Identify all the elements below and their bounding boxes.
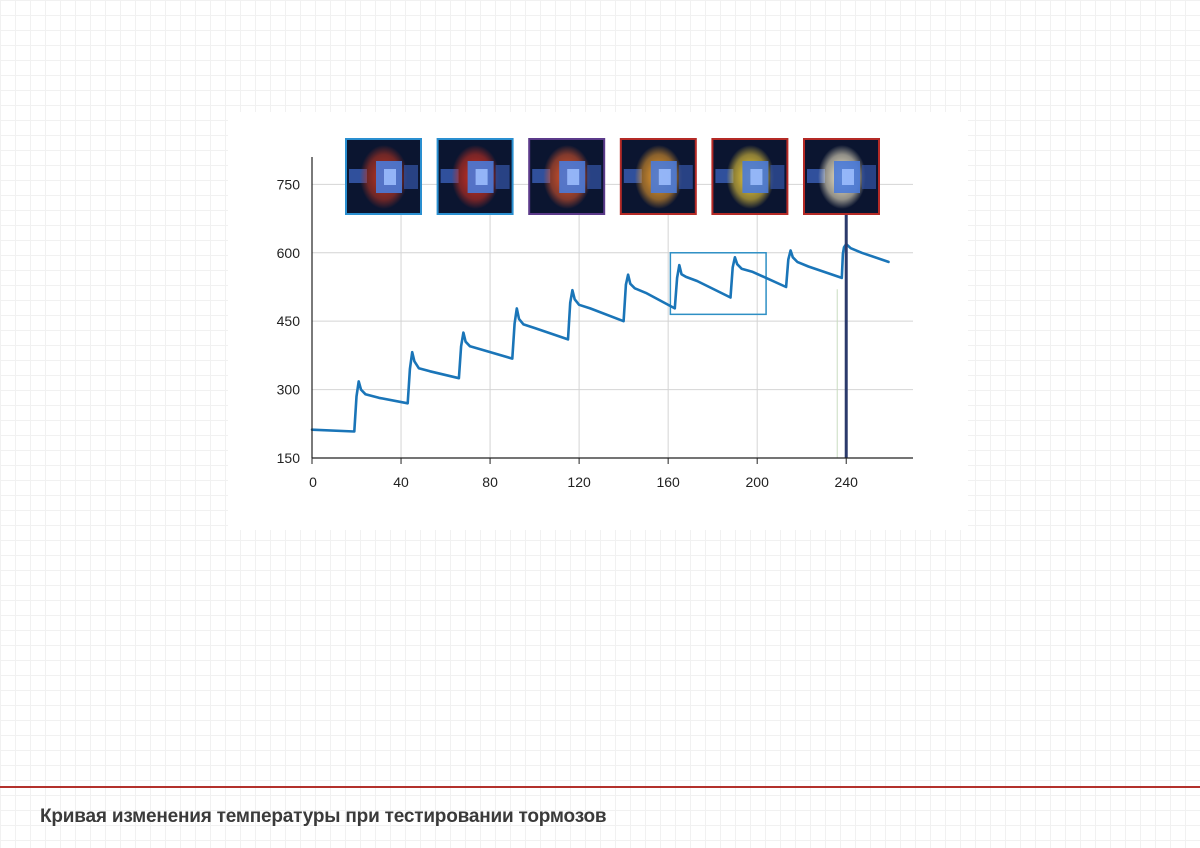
x-tick-label: 240 xyxy=(835,474,859,490)
thumbnail-caliper-highlight xyxy=(750,169,763,185)
thermal-thumbnail-3 xyxy=(528,138,606,215)
x-tick-label: 200 xyxy=(746,474,770,490)
x-tick-labels: 0 40 80 120 160 200 240 xyxy=(309,474,858,490)
thumbnail-caliper-highlight xyxy=(842,169,854,185)
thermal-thumbnail-1 xyxy=(345,138,422,215)
y-tick-label: 150 xyxy=(277,450,301,466)
thumbnail-border xyxy=(711,138,789,215)
thumbnail-caliper-highlight xyxy=(475,169,488,185)
thermal-thumbnail-4 xyxy=(619,138,697,215)
temperature-series-line xyxy=(310,242,890,433)
thumbnail-mount xyxy=(404,165,418,189)
highlight-box-group xyxy=(669,252,767,316)
thumbnail-mount xyxy=(587,165,602,189)
thumbnail-mount xyxy=(678,165,693,189)
thumbnail-caliper-highlight xyxy=(567,169,580,185)
series-group xyxy=(310,242,890,433)
caption-divider xyxy=(0,786,1200,788)
temperature-chart: 150 300 450 600 750 0 40 80 120 160 200 240 xyxy=(277,138,913,490)
x-tick-label: 40 xyxy=(393,474,409,490)
thumbnail-mount xyxy=(770,165,785,189)
thumbnail-mount xyxy=(495,165,510,189)
y-tick-label: 450 xyxy=(277,313,301,329)
thermal-thumbnail-6 xyxy=(803,138,880,215)
thermal-thumbnail-5 xyxy=(711,138,789,215)
thumbnail-border xyxy=(619,138,697,215)
axes xyxy=(311,157,913,464)
figure-caption: Кривая изменения температуры при тестиро… xyxy=(40,806,607,827)
y-tick-label: 750 xyxy=(277,176,301,192)
highlight-box xyxy=(669,252,767,316)
y-tick-label: 600 xyxy=(277,245,301,261)
thumbnail-border xyxy=(528,138,606,215)
x-tick-label: 0 xyxy=(309,474,317,490)
thermal-thumbnail-2 xyxy=(436,138,514,215)
thumbnail-caliper-highlight xyxy=(658,169,671,185)
thumbnail-caliper-highlight xyxy=(384,169,396,185)
x-tick-label: 80 xyxy=(482,474,498,490)
thumbnail-border xyxy=(803,138,880,215)
chart-panel: 150 300 450 600 750 0 40 80 120 160 200 240 xyxy=(228,112,968,530)
thumbnail-border xyxy=(345,138,422,215)
thumbnail-mount xyxy=(862,165,876,189)
marker-group xyxy=(836,201,848,458)
x-tick-label: 160 xyxy=(656,474,680,490)
y-tick-label: 300 xyxy=(277,382,301,398)
thermal-thumbnails xyxy=(345,138,880,215)
y-tick-labels: 150 300 450 600 750 xyxy=(277,176,301,466)
thumbnail-border xyxy=(436,138,514,215)
x-tick-label: 120 xyxy=(567,474,591,490)
